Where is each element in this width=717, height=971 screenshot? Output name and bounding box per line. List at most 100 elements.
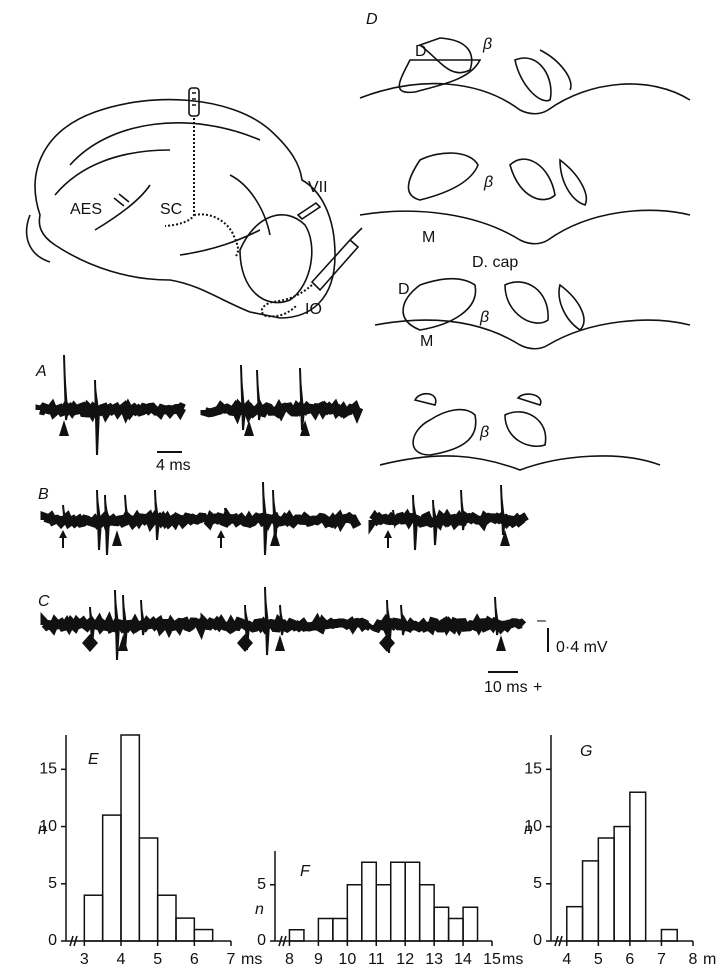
brain-label: SC: [160, 201, 182, 218]
x-tick-label: 9: [314, 951, 323, 968]
histogram-bar: [376, 885, 390, 941]
arrow: [384, 530, 392, 548]
section-label: D. cap: [472, 254, 518, 271]
histogram-bar: [449, 919, 463, 942]
panel-label: G: [580, 743, 592, 760]
spike: [241, 365, 245, 430]
histogram-bar: [347, 885, 361, 941]
y-tick-label: 15: [39, 761, 57, 778]
histogram-bar: [420, 885, 434, 941]
arrow: [59, 530, 67, 548]
diamond: [82, 634, 98, 652]
section-label: β: [483, 174, 493, 191]
spike: [263, 482, 267, 555]
y-tick-label: 15: [524, 761, 542, 778]
trace: [205, 622, 369, 628]
histogram-bar: [598, 838, 614, 941]
x-axis-label: ms: [703, 951, 717, 968]
spike: [433, 500, 437, 545]
scale-label: –: [537, 612, 546, 629]
spike: [115, 590, 119, 660]
panel-label: C: [38, 593, 50, 610]
section-label: D: [398, 281, 410, 298]
histogram-bar: [567, 907, 583, 941]
arrowhead: [244, 420, 254, 436]
section-label: β: [479, 309, 489, 326]
histogram-bar: [463, 907, 477, 941]
x-tick-label: 3: [80, 951, 89, 968]
histogram-bar: [614, 827, 630, 941]
section-label: β: [482, 36, 492, 53]
trace: [373, 622, 523, 628]
trace: [40, 407, 184, 413]
section-label: β: [479, 424, 489, 441]
arrowhead: [112, 530, 122, 546]
histogram-bar: [333, 919, 347, 942]
brain-label: VII: [308, 179, 328, 196]
y-axis-label: n: [38, 821, 47, 838]
x-axis-label: ms: [241, 951, 262, 968]
x-tick-label: 8: [285, 951, 294, 968]
x-tick-label: 14: [454, 951, 472, 968]
x-tick-label: 13: [425, 951, 443, 968]
x-tick-label: 4: [562, 951, 571, 968]
x-tick-label: 15: [483, 951, 501, 968]
diamond: [237, 634, 253, 652]
scale-label: 10 ms: [484, 679, 528, 696]
histogram-bar: [661, 930, 677, 941]
histogram-bar: [391, 862, 405, 941]
section-label: M: [420, 333, 433, 350]
x-tick-label: 4: [117, 951, 126, 968]
y-tick-label: 0: [48, 932, 57, 949]
section-label: M: [422, 229, 435, 246]
histogram-bar: [289, 930, 303, 941]
y-tick-label: 0: [533, 932, 542, 949]
histogram-bar: [121, 735, 139, 941]
spike: [413, 495, 417, 550]
x-tick-label: 8: [689, 951, 698, 968]
spike: [95, 380, 99, 455]
panel-label: F: [300, 863, 311, 880]
x-axis-label: ms: [502, 951, 523, 968]
x-tick-label: 10: [338, 951, 356, 968]
x-tick-label: 5: [594, 951, 603, 968]
spike: [97, 490, 101, 550]
arrowhead: [270, 530, 280, 546]
y-axis-label: n: [255, 901, 264, 918]
spike: [265, 587, 269, 655]
x-tick-label: 6: [190, 951, 199, 968]
histogram-bar: [434, 907, 448, 941]
scale-label: +: [533, 679, 542, 696]
x-tick-label: 12: [396, 951, 414, 968]
x-tick-label: 11: [368, 951, 385, 968]
y-axis-label: n: [524, 821, 533, 838]
brain-label: AES: [70, 201, 102, 218]
histogram-bar: [194, 930, 212, 941]
histogram-bar: [103, 815, 121, 941]
histogram-bar: [405, 862, 419, 941]
x-tick-label: 6: [625, 951, 634, 968]
x-tick-label: 7: [227, 951, 236, 968]
trace: [45, 517, 205, 523]
arrowhead: [275, 635, 285, 651]
spike: [300, 368, 304, 430]
y-tick-label: 5: [257, 876, 266, 893]
y-tick-label: 5: [533, 875, 542, 892]
trace: [205, 407, 359, 413]
figure: DABCAESSCVIIIODββMDD. capβMβ4 ms0·4 mV10…: [0, 0, 717, 971]
histogram-bar: [84, 895, 102, 941]
brain-label: IO: [305, 301, 322, 318]
x-tick-label: 7: [657, 951, 666, 968]
histogram-bar: [176, 918, 194, 941]
spike: [501, 485, 505, 535]
section-label: D: [415, 43, 427, 60]
panel-label: A: [35, 363, 47, 380]
histogram-bar: [158, 895, 176, 941]
arrow: [217, 530, 225, 548]
scale-label: 4 ms: [156, 457, 191, 474]
spike: [105, 495, 109, 555]
arrowhead: [496, 635, 506, 651]
histogram-bar: [583, 861, 599, 941]
x-tick-label: 5: [153, 951, 162, 968]
histogram-bar: [630, 792, 646, 941]
